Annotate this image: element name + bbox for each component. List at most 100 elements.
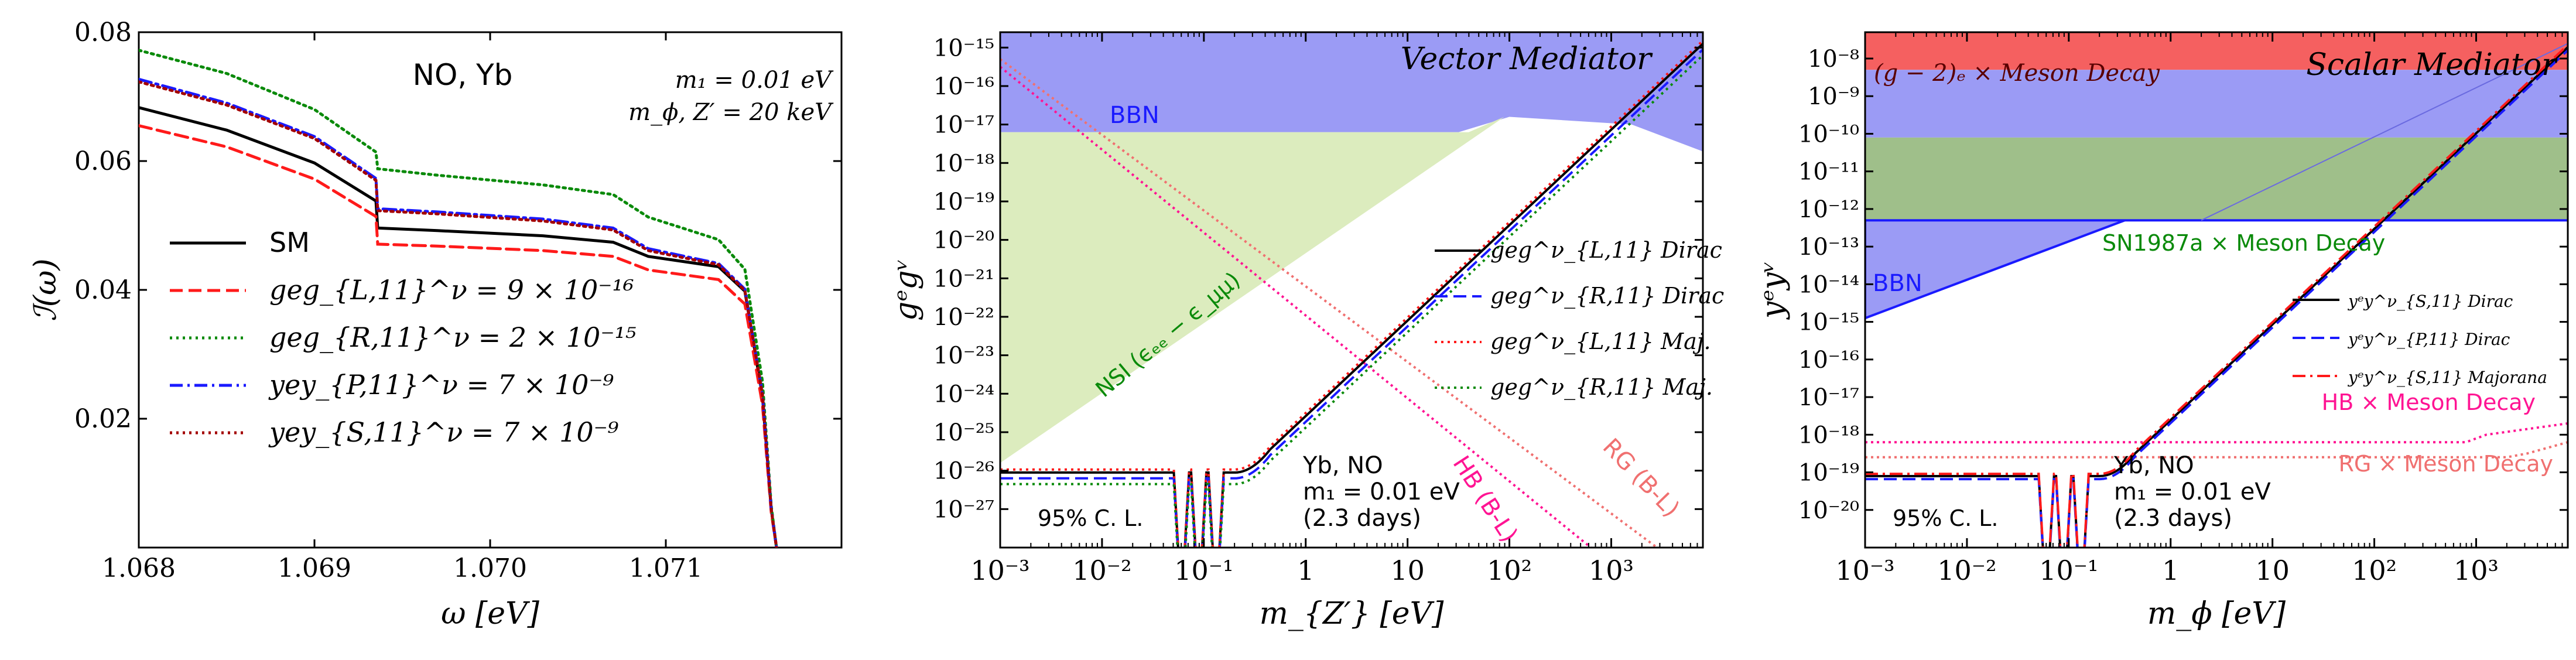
p3-ytick-label: 10⁻¹¹ [1798, 159, 1859, 186]
panel1-xtick-label: 1.070 [453, 553, 527, 583]
p3-curve-0 [1865, 46, 2568, 548]
panel3-title: Scalar Mediator [2306, 47, 2558, 83]
panel1-series-1 [139, 124, 778, 548]
panel2-legend: geg^ν_{L,11} Dirac geg^ν_{R,11} Dirac geg^… [1435, 237, 1724, 401]
panel3-cl-label: 95% C. L. [1893, 505, 1998, 531]
panel3-gm2-label: (g − 2)ₑ × Meson Decay [1874, 60, 2160, 87]
p2-curve-2 [1000, 39, 1703, 548]
p3-legend-label: yᵉy^ν_{P,11} Dirac [2347, 330, 2510, 349]
p3-xtick-label: 10⁻³ [1835, 555, 1894, 586]
p3-region-2 [1865, 137, 2568, 221]
panel3-regions [1865, 32, 2568, 320]
panel1-xtick-label: 1.068 [102, 553, 176, 583]
p3-region-3 [1865, 219, 2126, 320]
panel3-curves [1865, 44, 2568, 548]
panel3-legend: yᵉy^ν_{S,11} Dirac yᵉy^ν_{P,11} Dirac yᵉy^… [2293, 292, 2547, 387]
panel-intensity: 1.068 1.069 1.070 1.071 0.02 0.04 0.06 0.08 NO,… [28, 18, 843, 631]
p3-ytick-label: 10⁻²⁰ [1798, 497, 1859, 524]
panel2-m1-label: m₁ = 0.01 eV [1303, 478, 1460, 505]
p3-ytick-label: 10⁻¹³ [1798, 234, 1859, 261]
p2-ytick-label: 10⁻¹⁶ [933, 73, 994, 100]
p2-ytick-label: 10⁻²¹ [933, 265, 994, 292]
p3-ytick-label: 10⁻⁹ [1808, 83, 1859, 110]
panel3-bbn-label: BBN [1873, 270, 1922, 297]
panel1-annotation-mphi: m_ϕ, Z′ = 20 keV [628, 99, 834, 126]
panel1-ytick-label: 0.04 [74, 275, 132, 305]
panel2-days-label: (2.3 days) [1303, 505, 1421, 532]
p2-legend-label: geg^ν_{R,11} Maj. [1490, 374, 1713, 401]
panel2-title: Vector Mediator [1401, 42, 1653, 77]
p2-xtick-label: 10² [1487, 555, 1532, 586]
panel2-xlabel: m_{Z′} [eV] [1260, 596, 1445, 631]
p3-curve-1 [1865, 49, 2568, 548]
p2-bound-1 [1000, 58, 1658, 548]
panel3-ylabel: yᵉyᵛ [1756, 261, 1791, 320]
p3-ytick-label: 10⁻⁸ [1808, 46, 1859, 73]
p3-ytick-label: 10⁻¹² [1798, 196, 1859, 223]
p2-xtick-label: 10⁻¹ [1174, 555, 1233, 586]
p3-ytick-label: 10⁻¹⁸ [1798, 422, 1859, 449]
panel1-xtick-label: 1.069 [278, 553, 351, 583]
panel3-yb-label: Yb, NO [2113, 452, 2194, 479]
p3-ytick-label: 10⁻¹⁰ [1798, 121, 1859, 148]
panel1-title: NO, Yb [413, 58, 513, 92]
panel1-curves [139, 49, 778, 548]
p2-legend-label: geg^ν_{L,11} Maj. [1490, 329, 1711, 355]
p2-curve-3 [1000, 54, 1703, 548]
p3-ytick-label: 10⁻¹⁴ [1798, 271, 1859, 298]
p2-xtick-label: 10⁻³ [970, 555, 1029, 586]
p2-ytick-label: 10⁻²⁷ [933, 496, 994, 523]
p2-ytick-label: 10⁻²² [933, 304, 994, 331]
p2-legend-label: geg^ν_{R,11} Dirac [1490, 283, 1724, 309]
p3-xtick-label: 10 [2255, 555, 2290, 586]
p2-ytick-label: 10⁻²⁰ [933, 227, 994, 254]
p3-curve-2 [1865, 44, 2568, 548]
p3-region-0 [1865, 32, 2568, 70]
panel3-rg-label: RG × Meson Decay [2338, 451, 2553, 477]
panel-scalar-mediator: 10⁻³ 10⁻² 10⁻¹ 1 10 10² 10³ 10⁻⁸ 10⁻⁹ 10⁻¹⁰ 10⁻¹¹ 1… [1756, 31, 2569, 631]
panel1-legend: SM geg_{L,11}^ν = 9 × 10⁻¹⁶ geg_{R,11}^ν =… [170, 227, 636, 448]
p2-xtick-label: 10 [1390, 555, 1425, 586]
panel2-cl-label: 95% C. L. [1038, 505, 1143, 531]
p2-ytick-label: 10⁻²⁶ [933, 458, 994, 485]
p2-ytick-label: 10⁻¹⁸ [933, 150, 994, 177]
panel1-ytick-label: 0.02 [74, 404, 132, 434]
panel3-ticks: 10⁻³ 10⁻² 10⁻¹ 1 10 10² 10³ 10⁻⁸ 10⁻⁹ 10⁻¹⁰ 10⁻¹¹ 1… [1798, 32, 2568, 586]
panel1-ylabel: ℐ(ω) [28, 258, 63, 321]
p2-region-1 [1000, 117, 1504, 463]
panel1-ytick-label: 0.08 [74, 18, 132, 47]
p2-ytick-label: 10⁻²⁵ [933, 419, 994, 446]
panel3-m1-label: m₁ = 0.01 eV [2114, 478, 2271, 505]
panel1-ytick-label: 0.06 [74, 146, 132, 176]
panel1-legend-label: yey_{S,11}^ν = 7 × 10⁻⁹ [268, 416, 619, 448]
panel2-bound-lines [1000, 58, 1658, 548]
panel1-xlabel: ω [eV] [441, 596, 540, 631]
p2-xtick-label: 10⁻² [1072, 555, 1131, 586]
p3-legend-label: yᵉy^ν_{S,11} Majorana [2347, 368, 2547, 387]
p2-ytick-label: 10⁻²⁴ [933, 381, 994, 408]
panel1-xtick-label: 1.071 [629, 553, 703, 583]
panel3-sn-label: SN1987a × Meson Decay [2102, 230, 2385, 256]
panel1-legend-label: geg_{L,11}^ν = 9 × 10⁻¹⁶ [269, 274, 634, 306]
p2-bound-0 [1000, 66, 1592, 548]
p2-ytick-label: 10⁻¹⁷ [933, 112, 994, 139]
panel1-ticks: 1.068 1.069 1.070 1.071 0.02 0.04 0.06 0.08 [74, 18, 841, 583]
panel3-hb-label: HB × Meson Decay [2322, 389, 2536, 415]
panel1-series-4 [139, 80, 778, 548]
panel3-frame [1864, 31, 2569, 549]
p2-xtick-label: 1 [1297, 555, 1314, 586]
p2-ytick-label: 10⁻²³ [933, 343, 994, 370]
p3-xtick-label: 10⁻¹ [2039, 555, 2098, 586]
p3-xtick-label: 10³ [2454, 555, 2499, 586]
p3-band-diagonal [2201, 43, 2568, 221]
p3-ytick-label: 10⁻¹⁶ [1798, 347, 1859, 374]
panel-vector-mediator: 10⁻³ 10⁻² 10⁻¹ 1 10 10² 10³ 10⁻¹⁵ 10⁻¹⁶ 10⁻¹⁷ 10⁻¹… [889, 31, 1724, 631]
panel2-curves [1000, 39, 1703, 548]
panel2-frame [999, 31, 1704, 549]
panel1-legend-label: yey_{P,11}^ν = 7 × 10⁻⁹ [268, 369, 614, 401]
panel2-bbn-label: BBN [1110, 102, 1159, 129]
p3-xtick-label: 10² [2352, 555, 2397, 586]
p3-ytick-label: 10⁻¹⁵ [1798, 309, 1859, 336]
panel3-xlabel: m_ϕ [eV] [2147, 596, 2286, 631]
